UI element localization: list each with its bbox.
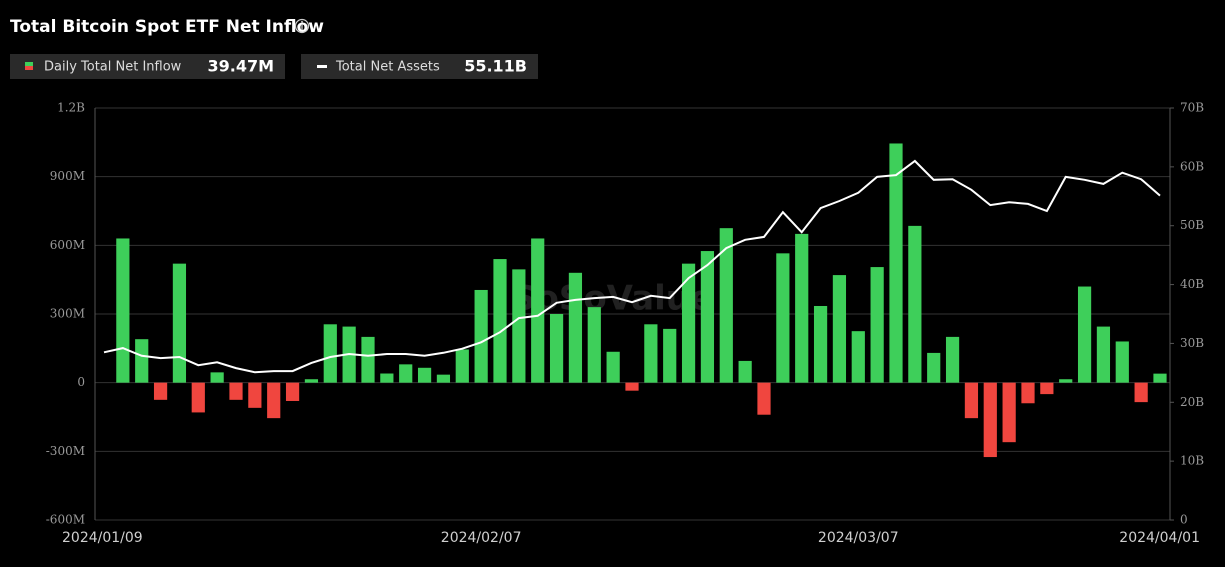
- bar: [813, 305, 828, 383]
- bar: [531, 238, 545, 383]
- x-tick-label: 2024/02/07: [441, 530, 522, 546]
- bar: [983, 382, 997, 458]
- bar: [1153, 373, 1167, 383]
- bar: [776, 253, 790, 383]
- bar: [757, 382, 771, 415]
- bar: [399, 364, 413, 383]
- bar: [832, 275, 847, 383]
- bar: [644, 324, 658, 383]
- x-tick-label: 2024/04/01: [1119, 530, 1200, 546]
- bar: [606, 351, 620, 383]
- bar: [455, 349, 469, 383]
- y-tick-label: 1.2B: [57, 101, 85, 115]
- line: [103, 159, 1161, 374]
- x-tick-label: 2024/03/07: [818, 530, 899, 546]
- y-tick-label: 600M: [50, 238, 85, 252]
- bar: [625, 382, 639, 391]
- bar: [964, 382, 979, 419]
- legend-swatch: [317, 65, 327, 68]
- bar: [512, 269, 526, 383]
- legend-box: [301, 54, 538, 79]
- legend-value: 55.11B: [464, 57, 527, 76]
- chart-title: Total Bitcoin Spot ETF Net Inflow: [10, 17, 324, 37]
- bar: [172, 263, 187, 383]
- legend-value: 39.47M: [207, 57, 274, 76]
- bar: [1115, 341, 1129, 383]
- y-tick-label: 300M: [50, 307, 85, 321]
- bar: [663, 328, 677, 383]
- y-tick-label: 900M: [50, 169, 85, 183]
- bar: [1077, 286, 1092, 383]
- bar: [267, 382, 281, 419]
- bar: [870, 267, 884, 383]
- bar: [380, 373, 394, 383]
- legend-label: Daily Total Net Inflow: [44, 60, 182, 75]
- bar: [153, 382, 168, 400]
- legend-swatch: [25, 66, 33, 70]
- y2-tick-label: 40B: [1180, 277, 1204, 291]
- bar: [116, 238, 130, 383]
- bar: [474, 289, 488, 383]
- y2-tick-label: 0: [1180, 513, 1188, 527]
- bar: [1134, 382, 1148, 403]
- bar: [549, 314, 564, 383]
- bar: [1059, 379, 1073, 383]
- bar: [1002, 382, 1016, 443]
- y2-tick-label: 20B: [1180, 395, 1204, 409]
- bar: [285, 382, 300, 401]
- bar: [719, 228, 733, 383]
- bar: [248, 382, 262, 408]
- bar: [417, 367, 432, 383]
- bar: [700, 251, 715, 383]
- bar: [851, 331, 865, 383]
- bar: [191, 382, 205, 413]
- legend-swatch: [25, 62, 33, 66]
- bar: [210, 372, 224, 383]
- bar: [1096, 326, 1111, 383]
- bar: [795, 233, 809, 383]
- y2-tick-label: 10B: [1180, 454, 1204, 468]
- bar: [927, 352, 941, 383]
- bar: [323, 324, 337, 383]
- bar: [945, 336, 960, 383]
- x-tick-label: 2024/01/09: [62, 530, 143, 546]
- bar: [493, 259, 507, 383]
- bar: [587, 307, 601, 383]
- info-icon[interactable]: [294, 18, 310, 34]
- y2-tick-label: 60B: [1180, 159, 1204, 173]
- bar: [681, 263, 696, 383]
- bar: [889, 143, 903, 383]
- y2-tick-label: 70B: [1180, 101, 1204, 115]
- y-tick-label: -600M: [46, 513, 85, 527]
- bar: [135, 339, 149, 383]
- bar: [304, 379, 319, 383]
- bar: [1021, 382, 1035, 404]
- y2-tick-label: 50B: [1180, 218, 1204, 232]
- bar: [361, 336, 375, 383]
- bar: [738, 360, 752, 383]
- y-tick-label: -300M: [46, 444, 85, 458]
- legend-box: [10, 54, 285, 79]
- bar: [1040, 382, 1054, 395]
- bar: [908, 225, 922, 383]
- y2-tick-label: 30B: [1180, 336, 1204, 350]
- legend-label: Total Net Assets: [335, 60, 440, 75]
- bar: [436, 374, 451, 383]
- y-tick-label: 0: [77, 375, 85, 389]
- bar: [568, 272, 583, 383]
- bar: [229, 382, 243, 400]
